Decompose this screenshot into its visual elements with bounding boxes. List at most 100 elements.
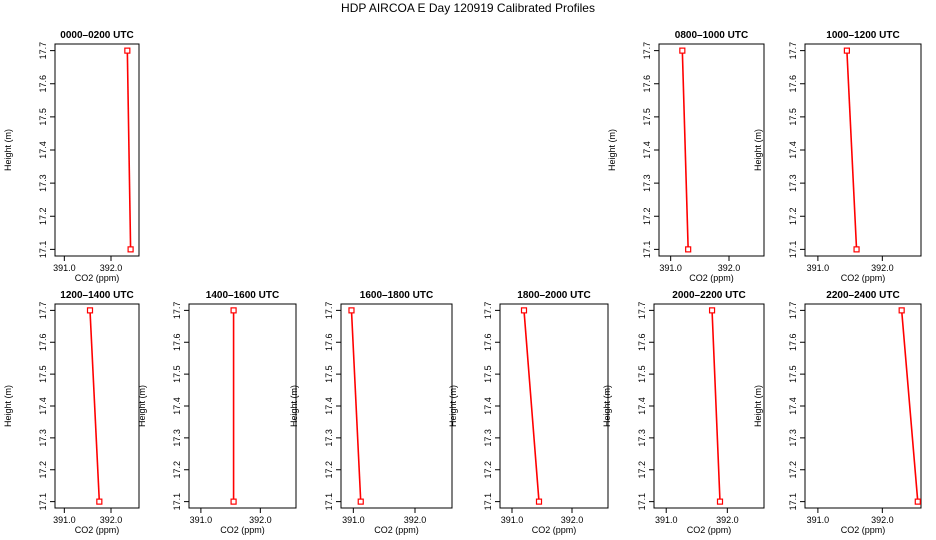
panel-4-title: 1400–1600 UTC — [206, 290, 279, 301]
panel-5-point — [348, 307, 355, 314]
panel-1-title: 0800–1000 UTC — [675, 30, 748, 41]
panel-3-ytick-label: 17.3 — [38, 429, 48, 447]
panel-3-xlabel: CO2 (ppm) — [75, 525, 120, 535]
panel-6-xtick-label: 392.0 — [561, 515, 584, 525]
panel-3-ytick-label: 17.2 — [38, 461, 48, 479]
panel-6-ytick-label: 17.1 — [483, 493, 493, 511]
panel-0-ytick-label: 17.3 — [38, 174, 48, 192]
panel-3-ylabel: Height (m) — [3, 385, 13, 427]
panel-7-ytick-label: 17.4 — [637, 397, 647, 415]
panel-3-point — [86, 307, 94, 314]
panel-7-point — [708, 307, 716, 314]
panel-5-ytick-label: 17.4 — [324, 397, 334, 415]
panel-8-ytick-label: 17.2 — [788, 461, 798, 479]
panel-2-title: 1000–1200 UTC — [826, 30, 899, 41]
panel-0-xtick-label: 392.0 — [100, 263, 123, 273]
panel-1-ytick-label: 17.7 — [642, 42, 652, 60]
panel-6-ytick-label: 17.6 — [483, 333, 493, 351]
panel-6-ylabel: Height (m) — [448, 385, 458, 427]
panel-4-frame — [188, 303, 297, 509]
panel-7-xtick-label: 391.0 — [655, 515, 678, 525]
panel-8-xtick-label: 392.0 — [871, 515, 894, 525]
panel-3-ytick-label: 17.7 — [38, 302, 48, 320]
panel-8-ytick-label: 17.4 — [788, 397, 798, 415]
panel-6-title: 1800–2000 UTC — [517, 290, 590, 301]
panel-8-point — [898, 307, 905, 314]
panel-2-point — [853, 246, 860, 253]
panel-0-ytick-label: 17.4 — [38, 141, 48, 159]
panel-7-ytick-label: 17.6 — [637, 333, 647, 351]
panel-0-xtick-label: 391.0 — [53, 263, 76, 273]
panel-3-ytick-label: 17.5 — [38, 365, 48, 383]
panel-4-point — [230, 307, 237, 314]
panel-3-title: 1200–1400 UTC — [60, 290, 133, 301]
panel-4-ytick-label: 17.1 — [172, 493, 182, 511]
panel-7-ytick-label: 17.3 — [637, 429, 647, 447]
panel-7-point — [716, 498, 724, 505]
panel-2-xlabel: CO2 (ppm) — [841, 273, 886, 283]
panel-7-xlabel: CO2 (ppm) — [687, 525, 732, 535]
panel-0-frame — [54, 43, 140, 257]
panel-1-series-line — [681, 50, 689, 250]
panel-3-ytick-label: 17.4 — [38, 397, 48, 415]
panel-4-ytick-label: 17.7 — [172, 302, 182, 320]
panel-5-ytick-label: 17.1 — [324, 493, 334, 511]
panel-6-xtick-label: 391.0 — [501, 515, 524, 525]
panel-6-xlabel: CO2 (ppm) — [532, 525, 577, 535]
panel-8-ytick-label: 17.3 — [788, 429, 798, 447]
panel-4-xtick-label: 392.0 — [249, 515, 272, 525]
panel-0-series-line — [126, 50, 132, 250]
panel-1-xtick-label: 392.0 — [718, 263, 741, 273]
panel-7-ytick-label: 17.2 — [637, 461, 647, 479]
panel-1-ytick-label: 17.2 — [642, 207, 652, 225]
panel-2-ytick-label: 17.4 — [788, 141, 798, 159]
panel-6-ytick-label: 17.7 — [483, 302, 493, 320]
panel-4-ytick-label: 17.3 — [172, 429, 182, 447]
panel-1-ylabel: Height (m) — [607, 129, 617, 171]
panel-8-ytick-label: 17.1 — [788, 493, 798, 511]
panel-4-ylabel: Height (m) — [137, 385, 147, 427]
panel-1-ytick-label: 17.1 — [642, 241, 652, 259]
panel-6-ytick-label: 17.4 — [483, 397, 493, 415]
panel-4-xlabel: CO2 (ppm) — [220, 525, 265, 535]
panel-3-xtick-label: 392.0 — [100, 515, 123, 525]
panel-5-point — [357, 498, 364, 505]
panel-5-title: 1600–1800 UTC — [360, 290, 433, 301]
panel-8-point — [914, 498, 921, 505]
panel-2-xtick-label: 392.0 — [871, 263, 894, 273]
panel-7-xtick-label: 392.0 — [716, 515, 739, 525]
panel-6-ytick-label: 17.5 — [483, 365, 493, 383]
panel-3-frame — [54, 303, 140, 509]
panel-8-ylabel: Height (m) — [753, 385, 763, 427]
panel-2-ytick-label: 17.1 — [788, 241, 798, 259]
panel-7-title: 2000–2200 UTC — [672, 290, 745, 301]
panel-5-xtick-label: 391.0 — [342, 515, 365, 525]
panel-6-point — [535, 498, 543, 505]
panel-5-xtick-label: 392.0 — [404, 515, 427, 525]
panel-7-series-line — [711, 310, 721, 502]
panel-2-frame — [804, 43, 922, 257]
panel-7-ylabel: Height (m) — [602, 385, 612, 427]
panel-0-ytick-label: 17.5 — [38, 108, 48, 126]
panel-1-frame — [658, 43, 765, 257]
panel-4-ytick-label: 17.4 — [172, 397, 182, 415]
panel-8-series-line — [900, 310, 919, 502]
panel-7-ytick-label: 17.1 — [637, 493, 647, 511]
panel-3-series-line — [89, 310, 101, 502]
panel-5-frame — [340, 303, 453, 509]
panel-1-xlabel: CO2 (ppm) — [689, 273, 734, 283]
panel-3-xtick-label: 391.0 — [53, 515, 76, 525]
panel-0-ytick-label: 17.7 — [38, 42, 48, 60]
panel-1-ytick-label: 17.3 — [642, 174, 652, 192]
panel-8-title: 2200–2400 UTC — [826, 290, 899, 301]
panel-4-point — [230, 498, 237, 505]
panel-4-xtick-label: 391.0 — [190, 515, 213, 525]
panel-6-ytick-label: 17.2 — [483, 461, 493, 479]
panel-0-ytick-label: 17.1 — [38, 241, 48, 259]
panel-6-ytick-label: 17.3 — [483, 429, 493, 447]
panel-7-ytick-label: 17.5 — [637, 365, 647, 383]
panel-3-ytick-label: 17.6 — [38, 333, 48, 351]
panel-1-point — [685, 246, 692, 253]
panel-4-ytick-label: 17.6 — [172, 333, 182, 351]
panel-8-ytick-label: 17.6 — [788, 333, 798, 351]
